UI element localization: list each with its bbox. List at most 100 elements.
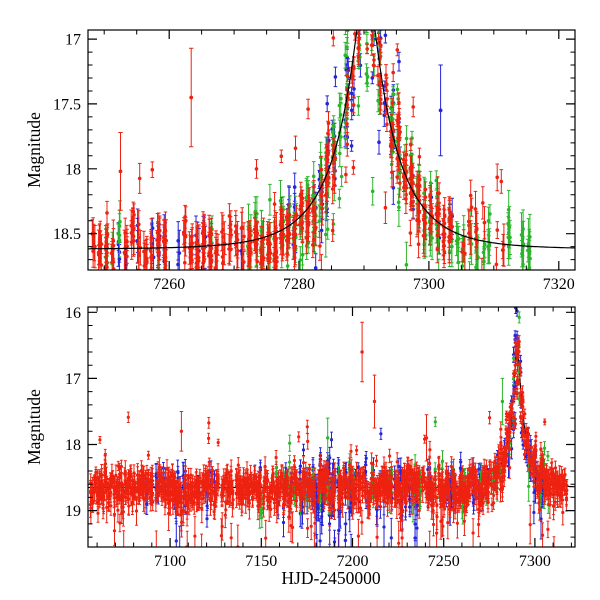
data-point: [408, 231, 413, 235]
outlier-red: [189, 47, 194, 148]
error-bar: [240, 276, 244, 306]
data-point: [209, 246, 214, 250]
data-point: [127, 497, 131, 501]
data-point: [326, 469, 330, 473]
data-point: [241, 276, 245, 280]
data-point: [275, 465, 279, 469]
error-bar: [365, 11, 369, 23]
error-bar: [364, 30, 368, 34]
data-point: [288, 460, 292, 464]
data-point: [272, 259, 276, 263]
data-point: [216, 440, 220, 445]
data-point: [242, 234, 246, 239]
data-point: [150, 254, 154, 259]
data-point: [527, 484, 531, 488]
data-point: [397, 113, 401, 117]
data-point: [207, 436, 211, 440]
data-point: [408, 505, 412, 509]
data-point: [398, 181, 402, 185]
data-point: [365, 24, 369, 28]
data-point: [349, 91, 354, 96]
data-point: [331, 489, 335, 493]
data-point: [163, 255, 168, 260]
data-point: [313, 266, 318, 270]
data-point: [109, 251, 114, 255]
data-point: [200, 231, 205, 235]
data-point: [390, 117, 395, 121]
data-point: [506, 207, 511, 212]
data-point: [105, 211, 109, 215]
data-point: [356, 46, 361, 51]
data-point: [176, 262, 180, 267]
data-point: [280, 474, 284, 478]
data-point: [376, 36, 381, 41]
data-point: [456, 260, 461, 265]
data-point: [511, 377, 516, 381]
data-point: [300, 252, 305, 257]
data-point: [98, 438, 102, 442]
data-point: [126, 415, 130, 419]
y-tick-label: 17: [65, 32, 81, 49]
data-point: [216, 276, 220, 280]
data-point: [463, 251, 467, 256]
data-point: [279, 154, 284, 158]
data-point: [272, 288, 276, 292]
data-point: [460, 250, 464, 254]
data-point: [136, 251, 141, 255]
y-tick-label: 18: [65, 161, 81, 178]
data-point: [382, 525, 386, 529]
data-point: [229, 469, 233, 473]
data-point: [278, 492, 282, 496]
data-point: [389, 144, 393, 149]
data-point: [332, 508, 337, 512]
data-point: [125, 294, 129, 298]
data-point: [319, 167, 324, 172]
error-bar: [315, 534, 319, 547]
data-point: [345, 74, 350, 78]
data-point: [194, 265, 199, 270]
data-point: [389, 536, 393, 540]
data-point: [285, 475, 290, 480]
y-axis-label-top: Magnitude: [24, 112, 44, 188]
data-point: [474, 230, 478, 234]
data-point: [413, 522, 417, 526]
data-point: [280, 244, 285, 249]
data-point: [207, 460, 211, 464]
data-point: [433, 420, 437, 424]
data-point: [370, 189, 375, 194]
data-point: [104, 477, 109, 481]
data-point: [371, 15, 375, 19]
data-point: [118, 475, 122, 479]
data-point: [339, 135, 343, 139]
y-tick-label: 17.5: [53, 96, 81, 113]
data-point: [214, 496, 218, 500]
data-point: [463, 277, 467, 281]
data-point: [292, 231, 297, 236]
data-point: [228, 247, 233, 252]
data-point: [137, 176, 142, 181]
data-point: [482, 220, 487, 225]
error-bar: [349, 533, 353, 547]
data-point: [112, 512, 117, 516]
x-tick-label: 7300: [413, 276, 445, 293]
data-point: [123, 470, 127, 474]
data-point: [333, 75, 338, 79]
data-point: [481, 201, 485, 205]
data-point: [378, 83, 383, 88]
data-point: [266, 274, 270, 278]
data-point: [473, 207, 478, 211]
data-point: [466, 219, 471, 224]
data-point: [343, 53, 348, 58]
data-point: [90, 492, 94, 496]
data-point: [397, 100, 401, 105]
error-bar: [241, 297, 245, 328]
error-bar: [333, 537, 337, 547]
data-point: [318, 539, 322, 543]
data-point: [145, 502, 149, 506]
error-bar: [359, 10, 363, 20]
data-point: [292, 185, 297, 189]
error-bar: [376, 17, 380, 27]
data-point: [372, 8, 376, 12]
